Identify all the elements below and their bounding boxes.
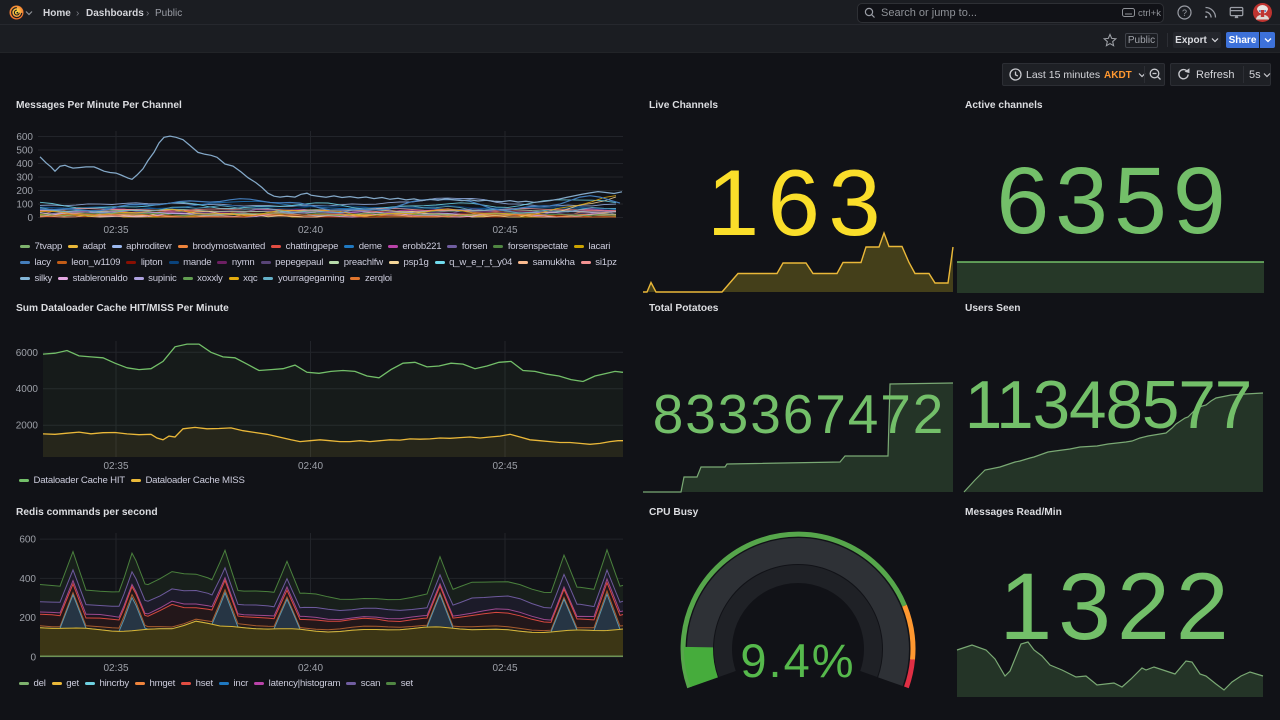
svg-text:02:40: 02:40	[298, 461, 323, 472]
svg-text:200: 200	[16, 186, 33, 197]
svg-text:02:35: 02:35	[103, 663, 128, 674]
svg-text:300: 300	[16, 173, 33, 184]
svg-text:400: 400	[16, 159, 33, 170]
svg-text:9.4%: 9.4%	[740, 634, 855, 687]
svg-text:500: 500	[16, 146, 33, 157]
svg-text:600: 600	[16, 132, 33, 143]
svg-text:02:45: 02:45	[492, 461, 517, 472]
svg-text:02:45: 02:45	[492, 225, 517, 236]
svg-text:02:35: 02:35	[103, 461, 128, 472]
svg-text:0: 0	[27, 213, 33, 224]
svg-text:02:35: 02:35	[103, 225, 128, 236]
svg-text:6000: 6000	[16, 348, 39, 359]
svg-text:2000: 2000	[16, 421, 39, 432]
svg-text:02:40: 02:40	[298, 225, 323, 236]
svg-text:100: 100	[16, 200, 33, 211]
svg-text:?: ?	[1182, 8, 1187, 18]
svg-text:0: 0	[30, 653, 36, 664]
svg-text:600: 600	[19, 535, 36, 546]
svg-text:02:40: 02:40	[298, 663, 323, 674]
svg-text:02:45: 02:45	[492, 663, 517, 674]
svg-text:400: 400	[19, 574, 36, 585]
svg-text:200: 200	[19, 613, 36, 624]
svg-text:4000: 4000	[16, 384, 39, 395]
